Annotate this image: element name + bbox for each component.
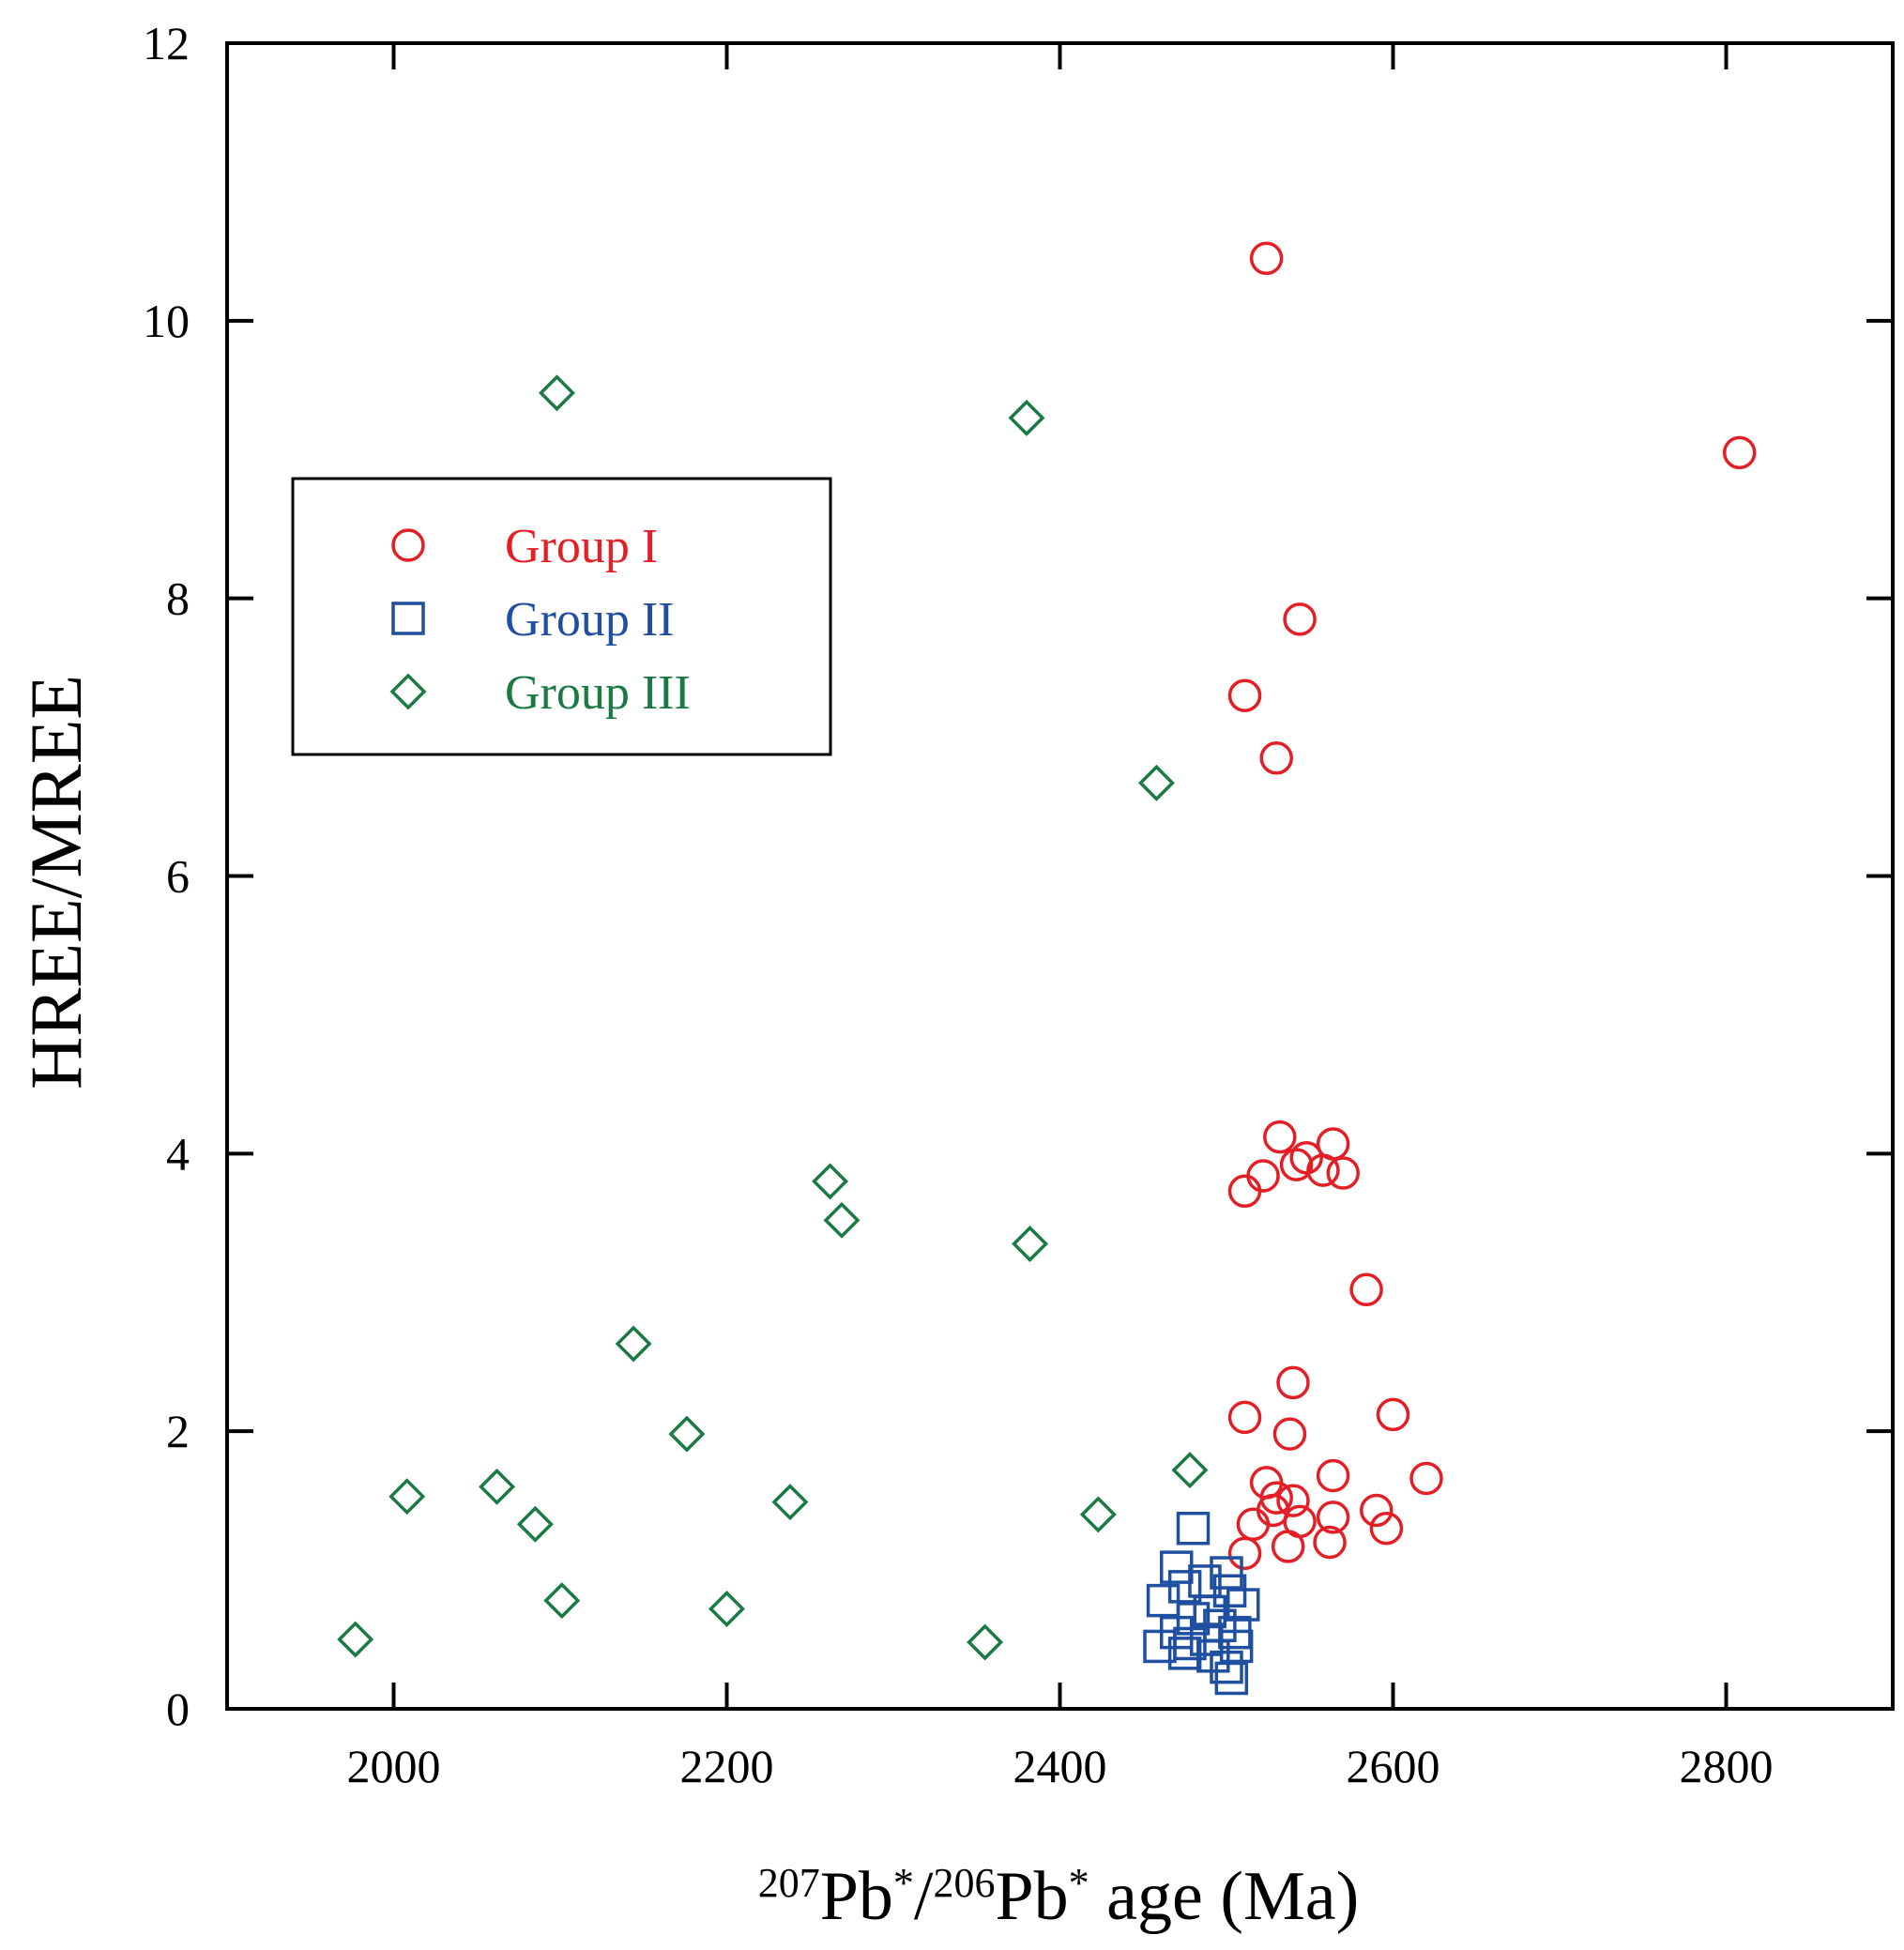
- plot-frame: [225, 41, 1895, 1711]
- data-points: [337, 241, 1757, 1696]
- legend-marker-square: [391, 602, 425, 635]
- data-point-circle: [1409, 1461, 1443, 1496]
- data-point-circle: [1272, 1417, 1307, 1451]
- y-tick-label: 2: [166, 1405, 190, 1457]
- data-point-diamond: [708, 1591, 745, 1627]
- x-tick-label: 2600: [1347, 1740, 1440, 1792]
- y-axis-ticks: 0 2 4 6 8 10 12: [143, 17, 1893, 1735]
- data-point-diamond: [812, 1163, 849, 1200]
- legend-marker-diamond: [389, 673, 427, 710]
- data-point-circle: [1249, 241, 1284, 276]
- y-tick-label: 8: [166, 572, 190, 625]
- data-point-diamond: [1137, 764, 1175, 801]
- data-point-diamond: [1008, 399, 1045, 436]
- y-tick-label: 10: [143, 295, 190, 347]
- data-point-circle: [1263, 1120, 1297, 1154]
- series-group-ii: [1143, 1511, 1260, 1696]
- legend-box: [291, 477, 832, 756]
- x-title-superscript: *: [893, 1860, 914, 1906]
- x-tick-label: 2200: [680, 1740, 774, 1792]
- data-point-diamond: [516, 1505, 554, 1543]
- data-point-circle: [1316, 1458, 1350, 1493]
- legend-label: Group III: [505, 666, 691, 720]
- x-axis-title: 207Pb*/206Pb* age (Ma): [758, 1858, 1360, 1935]
- data-point-circle: [1289, 1141, 1323, 1175]
- data-point-circle: [1376, 1397, 1410, 1432]
- data-point-diamond: [1171, 1452, 1209, 1489]
- series-group-i: [1227, 241, 1757, 1571]
- legend-item: Group III: [389, 666, 691, 720]
- data-point-square: [1167, 1637, 1202, 1670]
- data-point-circle: [1259, 741, 1293, 775]
- data-point-square: [1214, 1661, 1249, 1696]
- data-point-circle: [1276, 1484, 1310, 1517]
- data-point-circle: [1276, 1365, 1310, 1400]
- data-point-circle: [1283, 602, 1317, 636]
- legend-item: Group I: [391, 520, 658, 573]
- data-point-diamond: [337, 1621, 374, 1658]
- legend-label: Group I: [505, 520, 658, 573]
- data-point-diamond: [615, 1325, 652, 1363]
- data-point-diamond: [538, 374, 575, 412]
- data-point-diamond: [823, 1201, 861, 1239]
- data-point-square: [1219, 1629, 1254, 1664]
- data-point-circle: [1722, 435, 1757, 470]
- data-point-circle: [1227, 1536, 1262, 1571]
- data-point-circle: [1313, 1525, 1347, 1560]
- data-point-circle: [1316, 1501, 1350, 1534]
- data-point-circle: [1279, 1148, 1314, 1181]
- data-point-square: [1196, 1639, 1230, 1673]
- data-point-circle: [1227, 1174, 1262, 1209]
- data-point-square: [1226, 1588, 1260, 1622]
- x-title-superscript: 207: [758, 1860, 820, 1906]
- data-point-circle: [1246, 1159, 1280, 1193]
- y-tick-label: 4: [166, 1127, 190, 1180]
- x-title-superscript: *: [1069, 1860, 1089, 1906]
- x-title-text: /: [914, 1858, 934, 1935]
- x-title-superscript: 206: [933, 1860, 995, 1906]
- data-point-square: [1143, 1629, 1177, 1664]
- data-point-circle: [1326, 1156, 1360, 1190]
- data-point-diamond: [1012, 1226, 1049, 1262]
- data-point-square: [1160, 1550, 1194, 1584]
- data-point-circle: [1236, 1507, 1271, 1542]
- x-tick-label: 2400: [1013, 1740, 1107, 1792]
- x-axis-ticks: 2000 2200 2400 2600 2800: [347, 43, 1774, 1792]
- y-tick-label: 0: [166, 1683, 190, 1735]
- x-title-text: Pb: [995, 1858, 1068, 1935]
- data-point-square: [1176, 1511, 1211, 1546]
- y-tick-label: 12: [143, 17, 190, 69]
- data-point-square: [1210, 1556, 1243, 1590]
- data-point-circle: [1360, 1493, 1394, 1528]
- data-point-circle: [1271, 1530, 1305, 1563]
- data-point-circle: [1349, 1272, 1383, 1307]
- x-title-text: Pb: [820, 1858, 893, 1935]
- data-point-circle: [1227, 678, 1262, 712]
- series-group-iii: [337, 374, 1209, 1661]
- data-point-diamond: [668, 1415, 706, 1453]
- legend-item: Group II: [391, 593, 675, 647]
- y-tick-label: 6: [166, 850, 190, 903]
- legend-marker-circle: [391, 528, 425, 562]
- data-point-diamond: [543, 1582, 581, 1620]
- data-point-diamond: [388, 1478, 426, 1516]
- y-axis-title: HREE/MREE: [15, 675, 97, 1089]
- legend-label: Group II: [505, 593, 675, 647]
- data-point-circle: [1259, 1481, 1293, 1515]
- data-point-circle: [1227, 1400, 1262, 1435]
- data-point-diamond: [479, 1468, 516, 1505]
- data-point-square: [1146, 1583, 1180, 1618]
- data-point-circle: [1369, 1511, 1404, 1546]
- x-tick-label: 2000: [347, 1740, 441, 1792]
- legend: Group I Group II Group III: [291, 477, 832, 756]
- x-title-text: age (Ma): [1089, 1858, 1360, 1935]
- data-point-circle: [1306, 1153, 1340, 1187]
- data-point-diamond: [1079, 1496, 1117, 1533]
- data-point-diamond: [771, 1484, 809, 1521]
- x-tick-label: 2800: [1680, 1740, 1774, 1792]
- data-point-diamond: [967, 1623, 1004, 1661]
- data-point-square: [1210, 1650, 1243, 1684]
